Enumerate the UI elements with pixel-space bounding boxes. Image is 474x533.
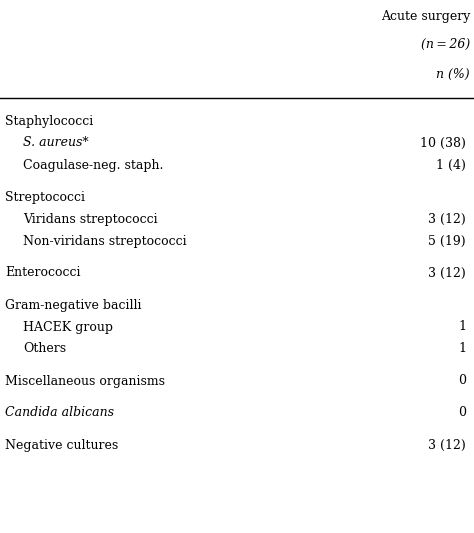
Text: Streptococci: Streptococci (5, 190, 85, 204)
Text: Miscellaneous organisms: Miscellaneous organisms (5, 375, 165, 387)
Text: Viridans streptococci: Viridans streptococci (23, 213, 158, 225)
Text: 5 (19): 5 (19) (428, 235, 466, 247)
Text: 1: 1 (458, 320, 466, 334)
Text: 10 (38): 10 (38) (420, 136, 466, 149)
Text: 1 (4): 1 (4) (436, 158, 466, 172)
Text: 3 (12): 3 (12) (428, 266, 466, 279)
Text: 0: 0 (458, 407, 466, 419)
Text: 1: 1 (458, 343, 466, 356)
Text: Coagulase-neg. staph.: Coagulase-neg. staph. (23, 158, 164, 172)
Text: Enterococci: Enterococci (5, 266, 81, 279)
Text: Others: Others (23, 343, 66, 356)
Text: Gram-negative bacilli: Gram-negative bacilli (5, 298, 142, 311)
Text: n (%): n (%) (437, 68, 470, 81)
Text: 3 (12): 3 (12) (428, 213, 466, 225)
Text: Staphylococci: Staphylococci (5, 115, 93, 127)
Text: 3 (12): 3 (12) (428, 439, 466, 451)
Text: S. aureus*: S. aureus* (23, 136, 89, 149)
Text: (n = 26): (n = 26) (421, 38, 470, 51)
Text: HACEK group: HACEK group (23, 320, 113, 334)
Text: 0: 0 (458, 375, 466, 387)
Text: Acute surgery: Acute surgery (381, 10, 470, 23)
Text: Negative cultures: Negative cultures (5, 439, 118, 451)
Text: Non-viridans streptococci: Non-viridans streptococci (23, 235, 187, 247)
Text: Candida albicans: Candida albicans (5, 407, 114, 419)
